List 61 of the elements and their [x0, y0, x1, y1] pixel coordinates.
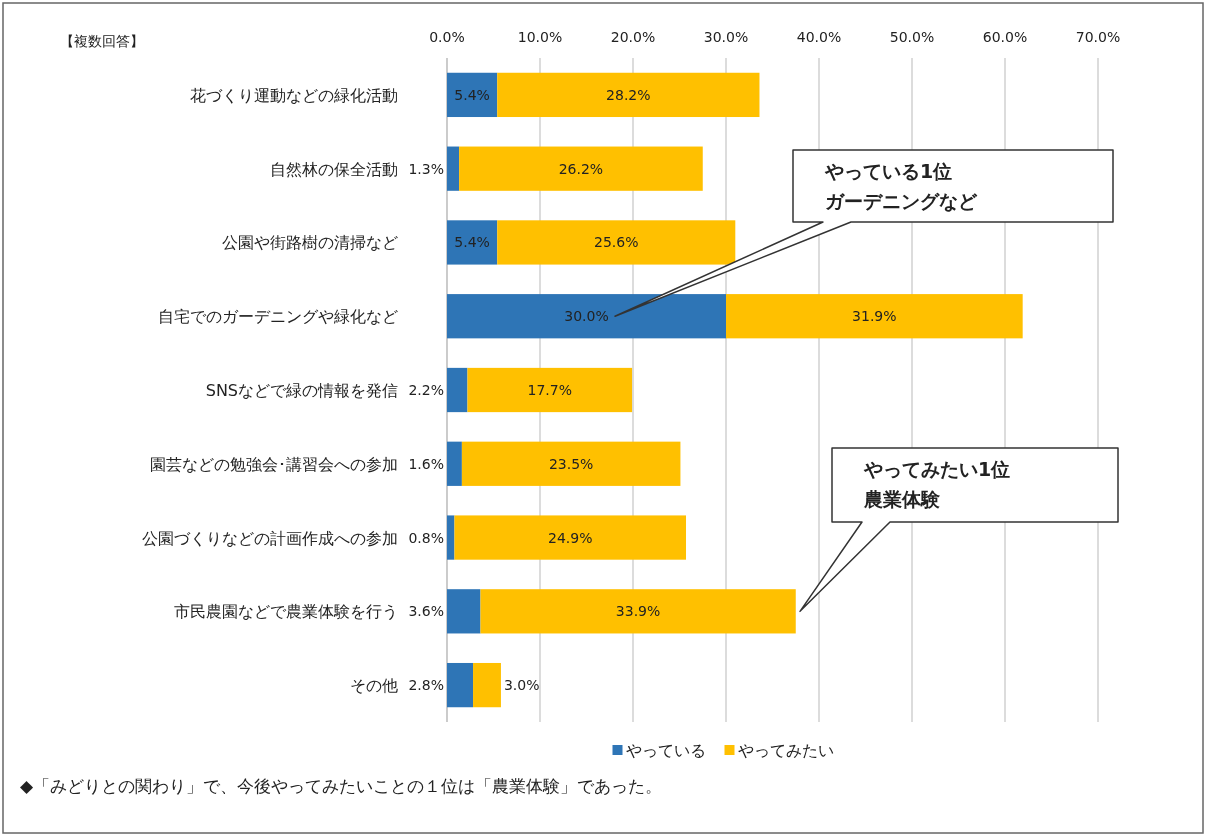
data-label: 5.4% [454, 86, 490, 103]
bar [447, 662, 474, 708]
legend-label: やってみたい [737, 741, 834, 760]
bar [447, 367, 468, 413]
y-tick-label: 花づくり運動などの緑化活動 [190, 85, 398, 105]
y-tick-label: 公園や街路樹の清掃など [222, 233, 398, 253]
y-tick-label: 園芸などの勉強会･講習会への参加 [150, 454, 398, 474]
data-label: 3.6% [408, 603, 444, 620]
annotation: やってみたい1位 [863, 458, 1011, 480]
bar [447, 72, 498, 118]
x-tick-label: 50.0% [889, 29, 935, 45]
data-label: 33.9% [615, 603, 661, 620]
data-label: 26.2% [558, 160, 604, 177]
y-tick-label: 市民農園などで農業体験を行う [174, 602, 398, 622]
data-label: 17.7% [527, 382, 573, 398]
text: 【複数回答】 [60, 33, 144, 49]
x-tick-label: 10.0% [517, 29, 563, 45]
data-label: 23.5% [548, 455, 594, 472]
data-label: 3.0% [503, 677, 540, 694]
data-label: 30.0% [564, 308, 609, 325]
y-tick-label: 自宅でのガーデニングや緑化など [158, 307, 398, 327]
x-tick-label: 20.0% [610, 29, 656, 45]
data-label: 2.2% [408, 382, 444, 398]
data-label: 24.9% [547, 529, 593, 546]
bar [461, 441, 681, 486]
data-label: 1.3% [408, 160, 444, 177]
bar [480, 589, 796, 634]
bar [726, 294, 1023, 339]
data-label: 0.8% [408, 529, 444, 546]
data-label: 28.2% [606, 86, 651, 103]
y-tick-label: SNSなどで緑の情報を発信 [205, 381, 398, 400]
annotation: 農業体験 [863, 488, 941, 510]
data-label: 31.9% [852, 308, 897, 325]
bar [447, 515, 455, 560]
data-label: 5.4% [454, 234, 490, 251]
bar [473, 662, 501, 708]
y-tick-label: 自然林の保全活動 [270, 159, 398, 179]
x-tick-label: 0.0% [429, 29, 465, 45]
bar [447, 441, 462, 486]
text: ◆「みどりとの関わり」で、今後やってみたいことの１位は「農業体験」であった。 [20, 776, 663, 796]
annotation: やっている1位 [824, 160, 953, 182]
bar [447, 294, 726, 339]
y-tick-label: 公園づくりなどの計画作成への参加 [142, 528, 398, 548]
legend-label: やっている [625, 741, 706, 760]
x-tick-label: 40.0% [796, 29, 842, 45]
data-label: 2.8% [408, 677, 444, 694]
bar [459, 146, 703, 191]
x-tick-label: 60.0% [982, 29, 1028, 45]
bar [467, 367, 633, 413]
bar [447, 220, 498, 265]
bar [447, 589, 481, 634]
annotation: ガーデニングなど [825, 190, 978, 212]
bar [497, 220, 736, 265]
x-tick-label: 70.0% [1075, 29, 1121, 45]
x-tick-label: 30.0% [703, 29, 749, 45]
bar [454, 515, 687, 560]
bar [497, 72, 760, 118]
bar [447, 146, 460, 191]
data-label: 25.6% [594, 234, 639, 251]
data-label: 1.6% [408, 455, 444, 472]
y-tick-label: その他 [350, 676, 398, 696]
